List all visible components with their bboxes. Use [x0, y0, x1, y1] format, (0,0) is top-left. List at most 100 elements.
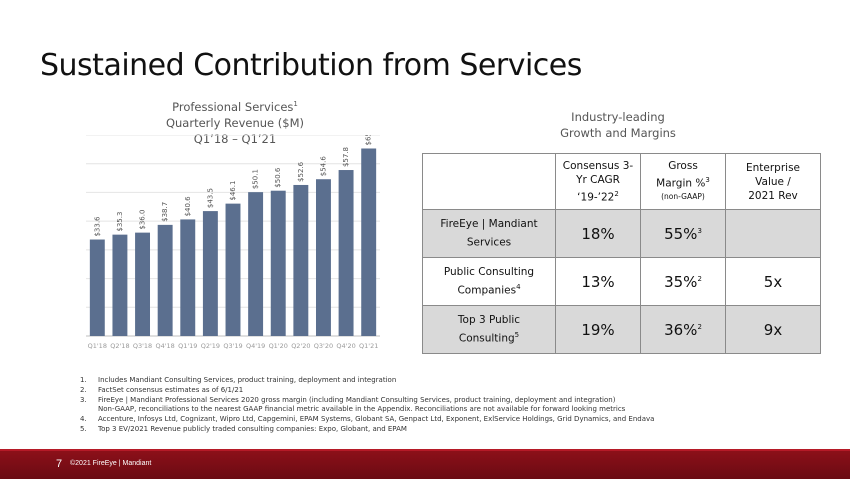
bar [248, 192, 264, 336]
table-header-blank [422, 153, 556, 210]
bar [225, 203, 241, 336]
header-ev-line2: Value / [755, 175, 791, 188]
x-tick-label: Q3'19 [223, 342, 242, 350]
cagr-value: 18% [555, 209, 641, 258]
row-label-line1: Public Consulting [443, 265, 535, 278]
footnote-item: Non-GAAP, reconciliations to the nearest… [80, 405, 830, 415]
footnote-number: 4. [80, 415, 87, 424]
ev-value [725, 209, 821, 258]
footnote-number [80, 405, 98, 415]
x-tick-label: Q2'18 [110, 342, 129, 350]
row-label-line1: FireEye | Mandiant [440, 217, 538, 230]
x-tick-label: Q3'20 [314, 342, 333, 350]
margin-footnote-ref: 2 [697, 274, 702, 283]
margin-footnote-ref: 2 [697, 322, 702, 331]
ev-value: 9x [725, 305, 821, 354]
x-tick-label: Q4'19 [246, 342, 265, 350]
copyright-text: ©2021 FireEye | Mandiant [70, 460, 152, 467]
data-label: $65.3 [365, 135, 373, 145]
x-tick-label: Q2'19 [201, 342, 220, 350]
row-label-line2: Consulting [458, 332, 515, 345]
data-label: $43.5 [206, 188, 214, 208]
bar [89, 239, 105, 336]
row-label: Public Consulting Companies4 [422, 257, 556, 306]
ev-value: 5x [725, 257, 821, 306]
x-tick-label: Q3'18 [133, 342, 152, 350]
data-label: $57.8 [342, 147, 350, 167]
header-ev-line1: Enterprise [745, 161, 800, 174]
table-header-row: Consensus 3- Yr CAGR ‘19-’222 Gross Marg… [422, 153, 821, 210]
margin-value: 55% [664, 224, 698, 243]
table-header-margin: Gross Margin %3 (non-GAAP) [640, 153, 726, 210]
footnote-item: 2. FactSet consensus estimates as of 6/1/… [80, 386, 830, 396]
chart-title-line1: Professional Services [172, 99, 294, 114]
footnote-number: 1. [80, 376, 87, 384]
revenue-bar-chart: $33.6 Q1'18 $35.3 Q2'18 $36.0 Q3'18 $38.7 Q4'18… [86, 135, 380, 350]
x-tick-label: Q1'20 [269, 342, 288, 350]
data-label: $38.7 [161, 202, 169, 222]
data-label: $52.6 [297, 161, 305, 182]
bar [361, 148, 377, 336]
footnote-item: 3. FireEye | Mandiant Professional Servic… [80, 396, 830, 406]
header-margin-line2: Margin % [656, 177, 706, 190]
header-cagr-footnote-ref: 2 [614, 189, 619, 198]
industry-title: Industry-leading Growth and Margins [548, 109, 688, 141]
bar [270, 190, 286, 336]
footnote-number: 5. [80, 424, 87, 433]
margin-cell: 35%2 [640, 257, 726, 306]
header-ev-line3: 2021 Rev [748, 189, 798, 202]
data-label: $35.3 [116, 212, 124, 232]
data-label: $33.6 [93, 216, 101, 237]
table-header-cagr: Consensus 3- Yr CAGR ‘19-’222 [555, 153, 641, 210]
row-label-line2: Companies [457, 284, 517, 297]
footnote-text: Non-GAAP, reconciliations to the nearest… [98, 405, 626, 414]
industry-title-line2: Growth and Margins [560, 126, 676, 140]
header-cagr-line2: Yr CAGR [576, 173, 620, 186]
header-margin-line1: Gross [668, 159, 698, 172]
bar [202, 211, 218, 336]
bar [293, 184, 309, 336]
margin-cell: 36%2 [640, 305, 726, 354]
bar [338, 170, 354, 336]
bar [112, 234, 128, 336]
bar [315, 179, 331, 336]
row-label: Top 3 Public Consulting5 [422, 305, 556, 354]
chart-title-line2: Quarterly Revenue ($M) [165, 115, 305, 130]
page-number: 7 [56, 458, 63, 470]
data-label: $46.1 [229, 181, 237, 201]
cagr-value: 13% [555, 257, 641, 306]
row-label-footnote-ref: 5 [514, 330, 520, 339]
x-tick-label: Q4'20 [336, 342, 355, 350]
table-row: Top 3 Public Consulting5 19% 36%2 9x [422, 305, 821, 354]
data-label: $36.0 [139, 210, 147, 230]
x-tick-label: Q2'20 [291, 342, 310, 350]
margin-value: 36% [664, 320, 698, 339]
cagr-value: 19% [555, 305, 641, 354]
header-margin-line3: (non-GAAP) [661, 192, 705, 202]
data-label: $50.6 [274, 167, 282, 188]
footnote-text: FireEye | Mandiant Professional Services… [98, 395, 616, 404]
row-label-footnote-ref: 4 [516, 282, 521, 291]
data-label: $50.1 [252, 169, 260, 189]
row-label-line1: Top 3 Public [457, 313, 521, 326]
bar [135, 232, 151, 336]
footnote-item: 5. Top 3 EV/2021 Revenue publicly traded … [80, 425, 830, 435]
bar [157, 224, 173, 336]
row-label-line2: Services [466, 236, 512, 249]
footnote-text: FactSet consensus estimates as of 6/1/21 [98, 385, 244, 394]
footnote-text: Accenture, Infosys Ltd, Cognizant, Wipro… [98, 415, 655, 424]
footnotes: 1. Includes Mandiant Consulting Services,… [80, 376, 830, 435]
table-row: FireEye | Mandiant Services 18% 55%3 [422, 209, 821, 258]
margin-value: 35% [664, 272, 698, 291]
chart-title-footnote-ref: 1 [293, 100, 298, 108]
bar [180, 219, 196, 336]
row-label: FireEye | Mandiant Services [422, 209, 556, 258]
industry-title-line1: Industry-leading [571, 110, 665, 124]
table-row: Public Consulting Companies4 13% 35%2 5x [422, 257, 821, 306]
footnote-text: Top 3 EV/2021 Revenue publicly traded co… [98, 424, 407, 433]
footnote-number: 2. [80, 385, 87, 394]
footnote-text: Includes Mandiant Consulting Services, p… [98, 376, 397, 384]
margin-footnote-ref: 3 [697, 226, 702, 235]
data-label: $40.6 [184, 196, 192, 217]
comparison-table: Consensus 3- Yr CAGR ‘19-’222 Gross Marg… [422, 153, 821, 354]
